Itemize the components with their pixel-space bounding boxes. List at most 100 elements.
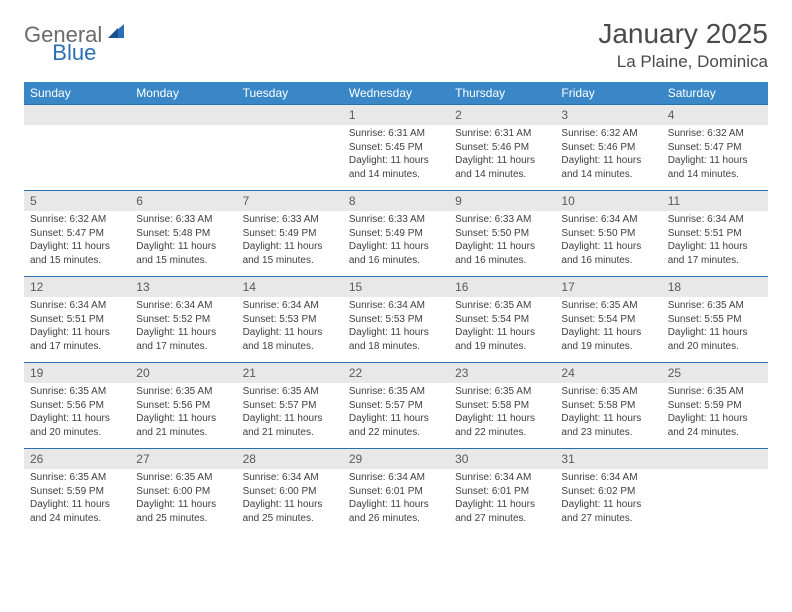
- day-details: Sunrise: 6:33 AMSunset: 5:48 PMDaylight:…: [130, 211, 236, 271]
- day-details: Sunrise: 6:35 AMSunset: 5:55 PMDaylight:…: [662, 297, 768, 357]
- day-cell: [662, 449, 768, 535]
- day-details: Sunrise: 6:34 AMSunset: 5:53 PMDaylight:…: [343, 297, 449, 357]
- header: General Blue January 2025 La Plaine, Dom…: [24, 18, 768, 72]
- empty-day: [130, 105, 236, 125]
- day-details: Sunrise: 6:35 AMSunset: 5:57 PMDaylight:…: [343, 383, 449, 443]
- day-details: Sunrise: 6:35 AMSunset: 5:58 PMDaylight:…: [555, 383, 661, 443]
- day-number: 2: [449, 105, 555, 125]
- day-number: 11: [662, 191, 768, 211]
- day-details: Sunrise: 6:34 AMSunset: 6:01 PMDaylight:…: [449, 469, 555, 529]
- empty-day: [24, 105, 130, 125]
- day-header-monday: Monday: [130, 82, 236, 105]
- logo-sail-icon: [106, 22, 126, 45]
- day-cell: 27Sunrise: 6:35 AMSunset: 6:00 PMDayligh…: [130, 449, 236, 535]
- day-details: Sunrise: 6:35 AMSunset: 5:58 PMDaylight:…: [449, 383, 555, 443]
- day-details: Sunrise: 6:33 AMSunset: 5:49 PMDaylight:…: [343, 211, 449, 271]
- day-cell: 30Sunrise: 6:34 AMSunset: 6:01 PMDayligh…: [449, 449, 555, 535]
- day-header-row: SundayMondayTuesdayWednesdayThursdayFrid…: [24, 82, 768, 105]
- day-details: Sunrise: 6:34 AMSunset: 6:02 PMDaylight:…: [555, 469, 661, 529]
- day-cell: 17Sunrise: 6:35 AMSunset: 5:54 PMDayligh…: [555, 277, 661, 363]
- day-cell: 4Sunrise: 6:32 AMSunset: 5:47 PMDaylight…: [662, 105, 768, 191]
- day-number: 10: [555, 191, 661, 211]
- day-details: Sunrise: 6:31 AMSunset: 5:45 PMDaylight:…: [343, 125, 449, 185]
- empty-day: [237, 105, 343, 125]
- day-details: Sunrise: 6:35 AMSunset: 5:59 PMDaylight:…: [662, 383, 768, 443]
- day-cell: 19Sunrise: 6:35 AMSunset: 5:56 PMDayligh…: [24, 363, 130, 449]
- day-cell: 25Sunrise: 6:35 AMSunset: 5:59 PMDayligh…: [662, 363, 768, 449]
- day-number: 26: [24, 449, 130, 469]
- day-number: 27: [130, 449, 236, 469]
- day-number: 5: [24, 191, 130, 211]
- day-details: Sunrise: 6:35 AMSunset: 5:54 PMDaylight:…: [555, 297, 661, 357]
- week-row: 19Sunrise: 6:35 AMSunset: 5:56 PMDayligh…: [24, 363, 768, 449]
- day-number: 29: [343, 449, 449, 469]
- day-cell: 11Sunrise: 6:34 AMSunset: 5:51 PMDayligh…: [662, 191, 768, 277]
- day-cell: 16Sunrise: 6:35 AMSunset: 5:54 PMDayligh…: [449, 277, 555, 363]
- day-details: Sunrise: 6:34 AMSunset: 5:53 PMDaylight:…: [237, 297, 343, 357]
- day-number: 6: [130, 191, 236, 211]
- day-cell: 20Sunrise: 6:35 AMSunset: 5:56 PMDayligh…: [130, 363, 236, 449]
- day-cell: 29Sunrise: 6:34 AMSunset: 6:01 PMDayligh…: [343, 449, 449, 535]
- day-cell: 1Sunrise: 6:31 AMSunset: 5:45 PMDaylight…: [343, 105, 449, 191]
- day-cell: 7Sunrise: 6:33 AMSunset: 5:49 PMDaylight…: [237, 191, 343, 277]
- day-number: 19: [24, 363, 130, 383]
- day-cell: 9Sunrise: 6:33 AMSunset: 5:50 PMDaylight…: [449, 191, 555, 277]
- day-cell: 21Sunrise: 6:35 AMSunset: 5:57 PMDayligh…: [237, 363, 343, 449]
- day-header-wednesday: Wednesday: [343, 82, 449, 105]
- day-details: Sunrise: 6:34 AMSunset: 5:50 PMDaylight:…: [555, 211, 661, 271]
- day-number: 9: [449, 191, 555, 211]
- day-details: Sunrise: 6:32 AMSunset: 5:47 PMDaylight:…: [662, 125, 768, 185]
- week-row: 1Sunrise: 6:31 AMSunset: 5:45 PMDaylight…: [24, 105, 768, 191]
- day-cell: 28Sunrise: 6:34 AMSunset: 6:00 PMDayligh…: [237, 449, 343, 535]
- day-number: 30: [449, 449, 555, 469]
- day-header-tuesday: Tuesday: [237, 82, 343, 105]
- day-details: Sunrise: 6:34 AMSunset: 5:52 PMDaylight:…: [130, 297, 236, 357]
- day-number: 24: [555, 363, 661, 383]
- day-number: 16: [449, 277, 555, 297]
- empty-day: [662, 449, 768, 469]
- day-cell: 5Sunrise: 6:32 AMSunset: 5:47 PMDaylight…: [24, 191, 130, 277]
- day-number: 21: [237, 363, 343, 383]
- month-title: January 2025: [598, 18, 768, 50]
- day-cell: [130, 105, 236, 191]
- day-number: 4: [662, 105, 768, 125]
- day-details: Sunrise: 6:33 AMSunset: 5:49 PMDaylight:…: [237, 211, 343, 271]
- day-number: 18: [662, 277, 768, 297]
- day-cell: 22Sunrise: 6:35 AMSunset: 5:57 PMDayligh…: [343, 363, 449, 449]
- day-details: Sunrise: 6:35 AMSunset: 5:59 PMDaylight:…: [24, 469, 130, 529]
- week-row: 5Sunrise: 6:32 AMSunset: 5:47 PMDaylight…: [24, 191, 768, 277]
- day-details: Sunrise: 6:35 AMSunset: 5:54 PMDaylight:…: [449, 297, 555, 357]
- day-details: Sunrise: 6:33 AMSunset: 5:50 PMDaylight:…: [449, 211, 555, 271]
- day-number: 12: [24, 277, 130, 297]
- day-details: Sunrise: 6:34 AMSunset: 6:01 PMDaylight:…: [343, 469, 449, 529]
- day-number: 17: [555, 277, 661, 297]
- day-number: 15: [343, 277, 449, 297]
- day-details: Sunrise: 6:34 AMSunset: 5:51 PMDaylight:…: [662, 211, 768, 271]
- day-details: Sunrise: 6:32 AMSunset: 5:46 PMDaylight:…: [555, 125, 661, 185]
- day-details: Sunrise: 6:34 AMSunset: 5:51 PMDaylight:…: [24, 297, 130, 357]
- day-header-friday: Friday: [555, 82, 661, 105]
- day-cell: 15Sunrise: 6:34 AMSunset: 5:53 PMDayligh…: [343, 277, 449, 363]
- week-row: 26Sunrise: 6:35 AMSunset: 5:59 PMDayligh…: [24, 449, 768, 535]
- week-row: 12Sunrise: 6:34 AMSunset: 5:51 PMDayligh…: [24, 277, 768, 363]
- day-cell: 18Sunrise: 6:35 AMSunset: 5:55 PMDayligh…: [662, 277, 768, 363]
- day-number: 25: [662, 363, 768, 383]
- title-block: January 2025 La Plaine, Dominica: [598, 18, 768, 72]
- day-cell: 6Sunrise: 6:33 AMSunset: 5:48 PMDaylight…: [130, 191, 236, 277]
- day-number: 23: [449, 363, 555, 383]
- day-cell: [237, 105, 343, 191]
- day-number: 13: [130, 277, 236, 297]
- day-number: 22: [343, 363, 449, 383]
- day-cell: 23Sunrise: 6:35 AMSunset: 5:58 PMDayligh…: [449, 363, 555, 449]
- day-number: 8: [343, 191, 449, 211]
- day-details: Sunrise: 6:35 AMSunset: 5:56 PMDaylight:…: [24, 383, 130, 443]
- day-details: Sunrise: 6:32 AMSunset: 5:47 PMDaylight:…: [24, 211, 130, 271]
- day-cell: 13Sunrise: 6:34 AMSunset: 5:52 PMDayligh…: [130, 277, 236, 363]
- day-cell: 14Sunrise: 6:34 AMSunset: 5:53 PMDayligh…: [237, 277, 343, 363]
- day-details: Sunrise: 6:35 AMSunset: 5:57 PMDaylight:…: [237, 383, 343, 443]
- day-number: 14: [237, 277, 343, 297]
- day-number: 31: [555, 449, 661, 469]
- day-cell: 12Sunrise: 6:34 AMSunset: 5:51 PMDayligh…: [24, 277, 130, 363]
- day-cell: 3Sunrise: 6:32 AMSunset: 5:46 PMDaylight…: [555, 105, 661, 191]
- day-details: Sunrise: 6:35 AMSunset: 6:00 PMDaylight:…: [130, 469, 236, 529]
